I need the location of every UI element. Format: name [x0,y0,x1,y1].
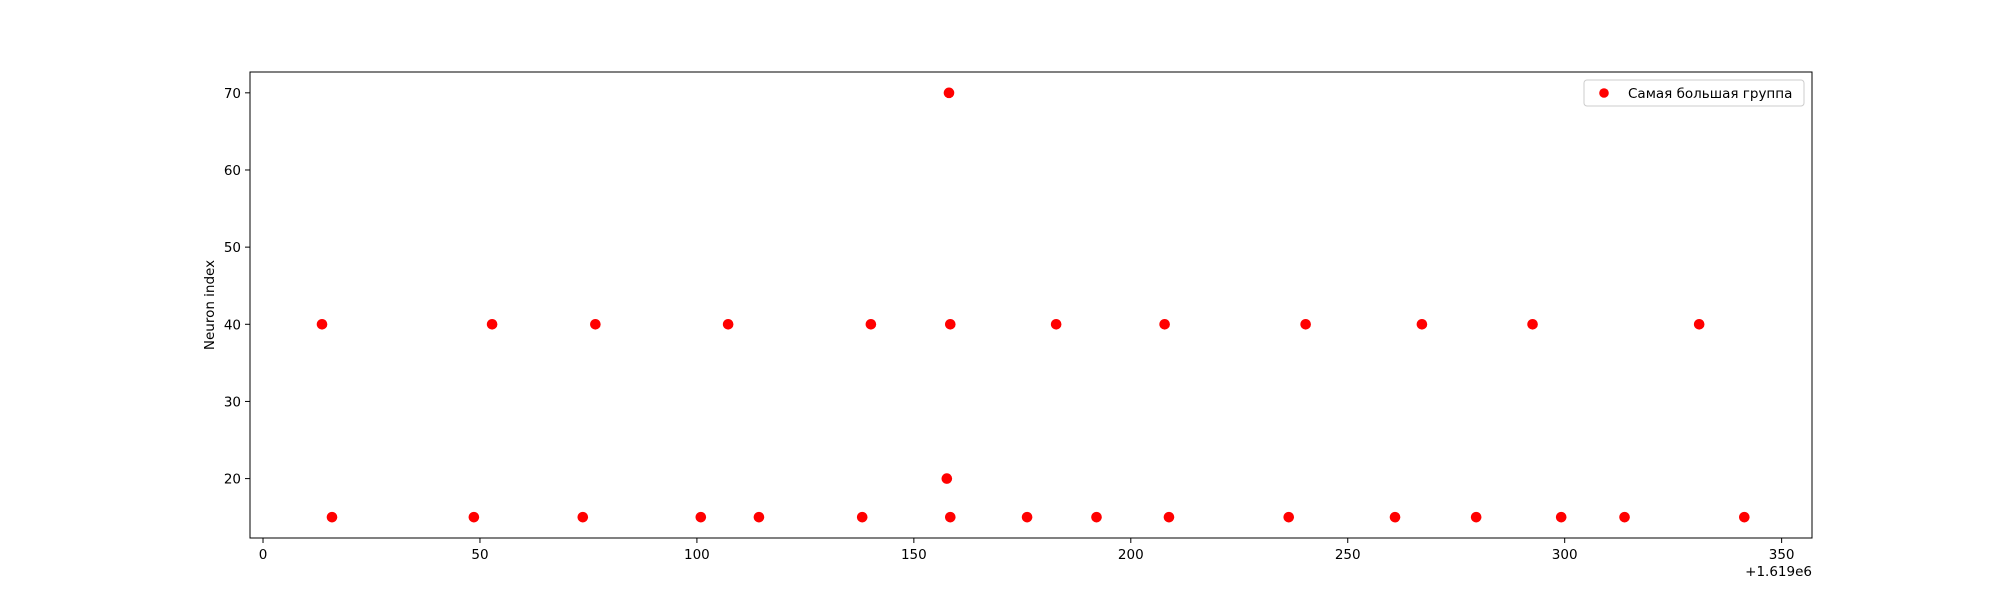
y-axis-ticks: 20 30 40 50 60 70 [224,86,250,488]
data-point [943,87,955,99]
data-point [1021,511,1033,523]
y-tick-label: 70 [224,86,241,102]
data-point [1739,511,1750,523]
data-point [865,318,877,330]
data-point [1389,511,1401,523]
x-tick-label: 250 [1335,547,1361,563]
data-point [722,318,734,330]
data-point [1555,511,1567,523]
legend: Самая большая группа [1583,79,1805,107]
y-axis-label: Neuron index [202,260,218,350]
legend-series-name: Самая большая группа [1628,86,1792,102]
data-point [753,511,765,523]
data-point [941,473,953,484]
data-point [944,318,956,330]
x-axis-offset-label: +1.619e6 [1745,564,1812,580]
data-point [1163,511,1175,523]
y-tick-label: 60 [224,163,241,179]
data-point [486,318,498,330]
data-point [590,318,601,330]
data-point [1283,511,1295,523]
data-point [1619,511,1630,523]
data-points [316,87,1750,523]
x-tick-label: 300 [1552,547,1578,563]
x-tick-label: 150 [901,547,927,563]
x-axis-ticks: 0 50 100 150 200 250 300 350 [259,538,1795,563]
x-tick-label: 50 [471,547,488,563]
data-point [1300,318,1311,330]
legend-marker [1599,88,1609,98]
x-tick-label: 100 [684,547,710,563]
data-point [577,511,589,523]
data-point [1091,511,1102,523]
y-tick-label: 30 [224,394,241,410]
data-point [1527,318,1538,330]
x-tick-label: 200 [1118,547,1144,563]
y-tick-label: 50 [224,240,241,256]
data-point [316,318,328,330]
x-tick-label: 0 [259,547,268,563]
data-point [1470,511,1482,523]
y-tick-label: 20 [224,472,241,488]
legend-box [1583,79,1805,107]
plot-frame [249,71,1813,539]
data-point [468,511,480,523]
data-point [1159,318,1170,330]
y-tick-label: 40 [224,317,241,333]
x-tick-label: 350 [1769,547,1795,563]
data-point [1050,318,1062,330]
data-point [695,511,707,523]
data-point [944,511,956,523]
data-point [1693,318,1705,330]
data-point [856,511,868,523]
data-point [326,511,338,523]
data-point [1416,318,1428,330]
